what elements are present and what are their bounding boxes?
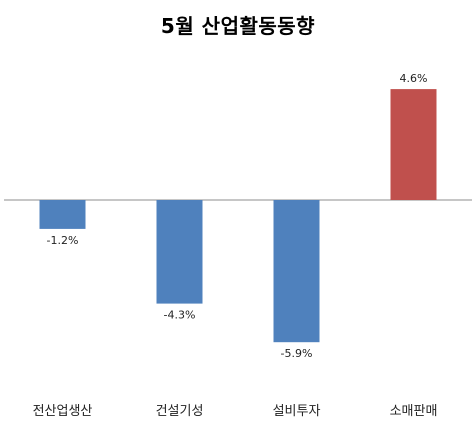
x-tick-label-2: 건설기성 <box>156 404 204 419</box>
data-label-4: 4.6% <box>400 72 428 85</box>
bar-3 <box>273 200 320 343</box>
x-tick-label-1: 전산업생산 <box>33 404 93 419</box>
bar-2 <box>156 200 203 304</box>
data-label-1: -1.2% <box>47 234 79 247</box>
bar-1 <box>39 200 86 229</box>
data-label-3: -5.9% <box>281 347 313 360</box>
chart-title: 5월 산업활동동향 <box>160 14 316 38</box>
data-label-2: -4.3% <box>164 309 196 322</box>
x-tick-label-4: 소매판매 <box>390 404 438 419</box>
bar-4 <box>390 89 437 200</box>
x-tick-label-3: 설비투자 <box>273 404 321 419</box>
